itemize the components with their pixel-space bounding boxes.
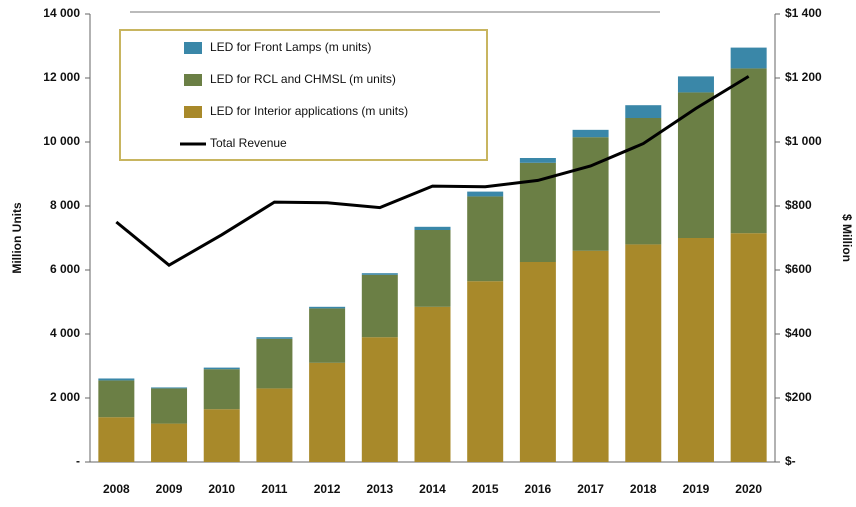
bar-segment <box>361 273 398 275</box>
y2-tick-label: $1 000 <box>785 134 822 148</box>
bar-segment <box>203 409 240 462</box>
y2-tick-label: $- <box>785 454 796 468</box>
y2-tick-label: $800 <box>785 198 812 212</box>
legend-swatch <box>184 42 202 54</box>
bar-segment <box>203 367 240 370</box>
y2-tick-label: $1 400 <box>785 6 822 20</box>
x-tick-label: 2015 <box>472 482 499 496</box>
x-tick-label: 2010 <box>208 482 235 496</box>
legend-label: LED for RCL and CHMSL (m units) <box>210 72 396 86</box>
x-tick-label: 2016 <box>525 482 552 496</box>
bar-segment <box>519 158 556 163</box>
bar-segment <box>256 338 293 389</box>
bar-segment <box>414 226 451 230</box>
bar-segment <box>151 387 188 389</box>
y-tick-label: 12 000 <box>43 70 80 84</box>
y2-tick-label: $400 <box>785 326 812 340</box>
bar-segment <box>677 92 714 239</box>
legend-swatch <box>184 106 202 118</box>
bar-segment <box>730 233 767 462</box>
bar-segment <box>151 388 188 424</box>
x-tick-label: 2019 <box>683 482 710 496</box>
bar-segment <box>625 118 662 245</box>
bar-segment <box>98 417 135 462</box>
bar-segment <box>572 137 609 251</box>
y-tick-label: 6 000 <box>50 262 80 276</box>
x-tick-label: 2017 <box>577 482 604 496</box>
bar-segment <box>467 281 504 462</box>
bar-segment <box>572 250 609 462</box>
y-tick-label: 2 000 <box>50 390 80 404</box>
y2-tick-label: $1 200 <box>785 70 822 84</box>
y-tick-label: - <box>76 454 80 468</box>
bar-segment <box>519 262 556 462</box>
bar-segment <box>414 230 451 307</box>
bar-segment <box>309 308 346 363</box>
bar-segment <box>361 337 398 462</box>
bar-segment <box>98 378 135 381</box>
bar-segment <box>361 274 398 338</box>
y-tick-label: 10 000 <box>43 134 80 148</box>
y2-tick-label: $600 <box>785 262 812 276</box>
y2-tick-label: $200 <box>785 390 812 404</box>
y-tick-label: 14 000 <box>43 6 80 20</box>
bar-segment <box>677 76 714 93</box>
bar-segment <box>309 306 346 309</box>
bar-segment <box>414 306 451 462</box>
bar-segment <box>151 423 188 462</box>
bar-segment <box>730 68 767 234</box>
y2-axis-label: $ Million <box>840 214 854 262</box>
legend-box <box>119 29 488 161</box>
bar-segment <box>625 244 662 462</box>
x-tick-label: 2018 <box>630 482 657 496</box>
x-tick-label: 2011 <box>261 482 287 496</box>
bar-segment <box>98 380 135 418</box>
bar-segment <box>730 47 767 69</box>
bar-segment <box>256 388 293 462</box>
x-tick-label: 2014 <box>419 482 446 496</box>
revenue-line <box>115 75 750 268</box>
legend-label: Total Revenue <box>210 136 287 150</box>
x-tick-label: 2008 <box>103 482 130 496</box>
bar-segment <box>625 105 662 118</box>
y-tick-label: 4 000 <box>50 326 80 340</box>
y-axis-label: Million Units <box>10 202 24 274</box>
bar-segment <box>467 191 504 197</box>
bar-segment <box>203 369 240 410</box>
bar-segment <box>572 129 609 138</box>
x-tick-label: 2020 <box>735 482 762 496</box>
y-tick-label: 8 000 <box>50 198 80 212</box>
x-tick-label: 2012 <box>314 482 341 496</box>
bar-segment <box>309 362 346 462</box>
legend-swatch <box>184 74 202 86</box>
bar-segment <box>467 196 504 282</box>
bar-segment <box>677 238 714 462</box>
bar-segment <box>256 337 293 339</box>
legend-label: LED for Interior applications (m units) <box>210 104 408 118</box>
x-tick-label: 2009 <box>156 482 183 496</box>
legend-label: LED for Front Lamps (m units) <box>210 40 371 54</box>
x-tick-label: 2013 <box>366 482 393 496</box>
